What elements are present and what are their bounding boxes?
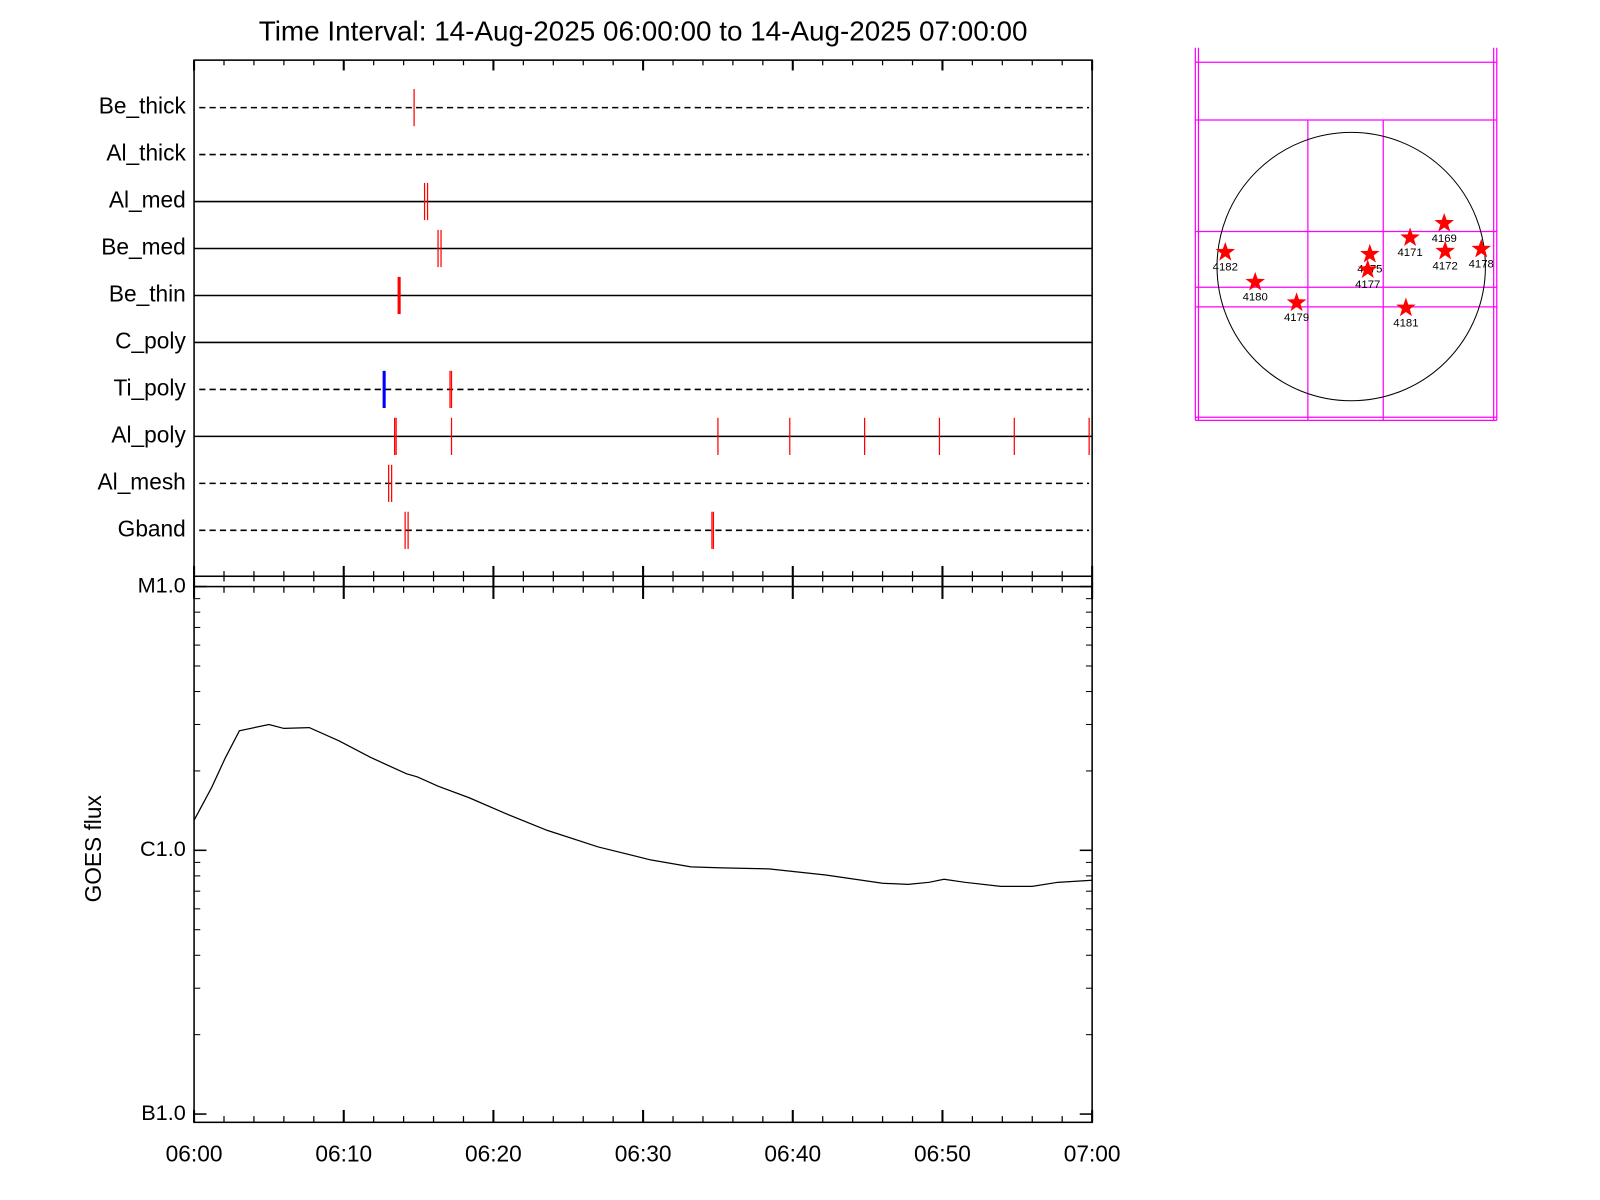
x-tick-label: 06:40 <box>764 1140 821 1166</box>
region-label: 4181 <box>1393 317 1418 329</box>
x-tick-label: 06:10 <box>315 1140 372 1166</box>
row-label: Al_med <box>109 187 186 213</box>
flux-frame <box>193 585 1093 1124</box>
region-star <box>1435 240 1455 260</box>
row-label: Al_mesh <box>98 468 186 494</box>
x-tick-label: 07:00 <box>1064 1140 1121 1166</box>
region-star <box>1400 227 1420 247</box>
region-label: 4177 <box>1355 279 1380 291</box>
y-axis-label: GOES flux <box>80 795 106 903</box>
region-star <box>1360 243 1380 263</box>
x-tick-label: 06:50 <box>914 1140 971 1166</box>
y-tick-label: B1.0 <box>141 1100 186 1125</box>
y-tick-label: M1.0 <box>138 572 186 597</box>
region-star <box>1357 259 1378 279</box>
row-label: Be_thick <box>99 93 187 119</box>
region-star <box>1471 238 1492 258</box>
region-star <box>1245 271 1266 291</box>
flux-line <box>193 723 1093 887</box>
region-star <box>1286 292 1307 312</box>
x-tick-label: 06:30 <box>615 1140 672 1166</box>
row-label: Ti_poly <box>114 374 187 400</box>
x-tick-label: 06:20 <box>465 1140 522 1166</box>
map-fov <box>1194 47 1498 422</box>
y-tick-label: C1.0 <box>140 836 186 861</box>
region-star <box>1215 241 1236 261</box>
region-star <box>1434 213 1455 232</box>
region-label: 4172 <box>1433 261 1458 273</box>
solar-limb <box>1216 131 1486 402</box>
region-label: 4179 <box>1284 312 1309 324</box>
region-label: 4171 <box>1397 247 1422 259</box>
region-label: 4180 <box>1243 292 1268 304</box>
region-label: 4178 <box>1469 259 1494 271</box>
region-label: 4169 <box>1432 233 1457 245</box>
chart-title: Time Interval: 14-Aug-2025 06:00:00 to 1… <box>259 16 1028 47</box>
region-star <box>1396 297 1416 317</box>
row-label: C_poly <box>115 327 186 353</box>
row-label: Gband <box>118 515 186 541</box>
row-label: Be_thin <box>109 280 186 306</box>
row-label: Be_med <box>101 234 186 260</box>
row-label: Al_poly <box>111 421 186 447</box>
x-tick-label: 06:00 <box>166 1140 223 1166</box>
row-label: Al_thick <box>106 140 186 166</box>
timeline-frame <box>193 59 1093 578</box>
region-label: 4182 <box>1213 262 1238 274</box>
